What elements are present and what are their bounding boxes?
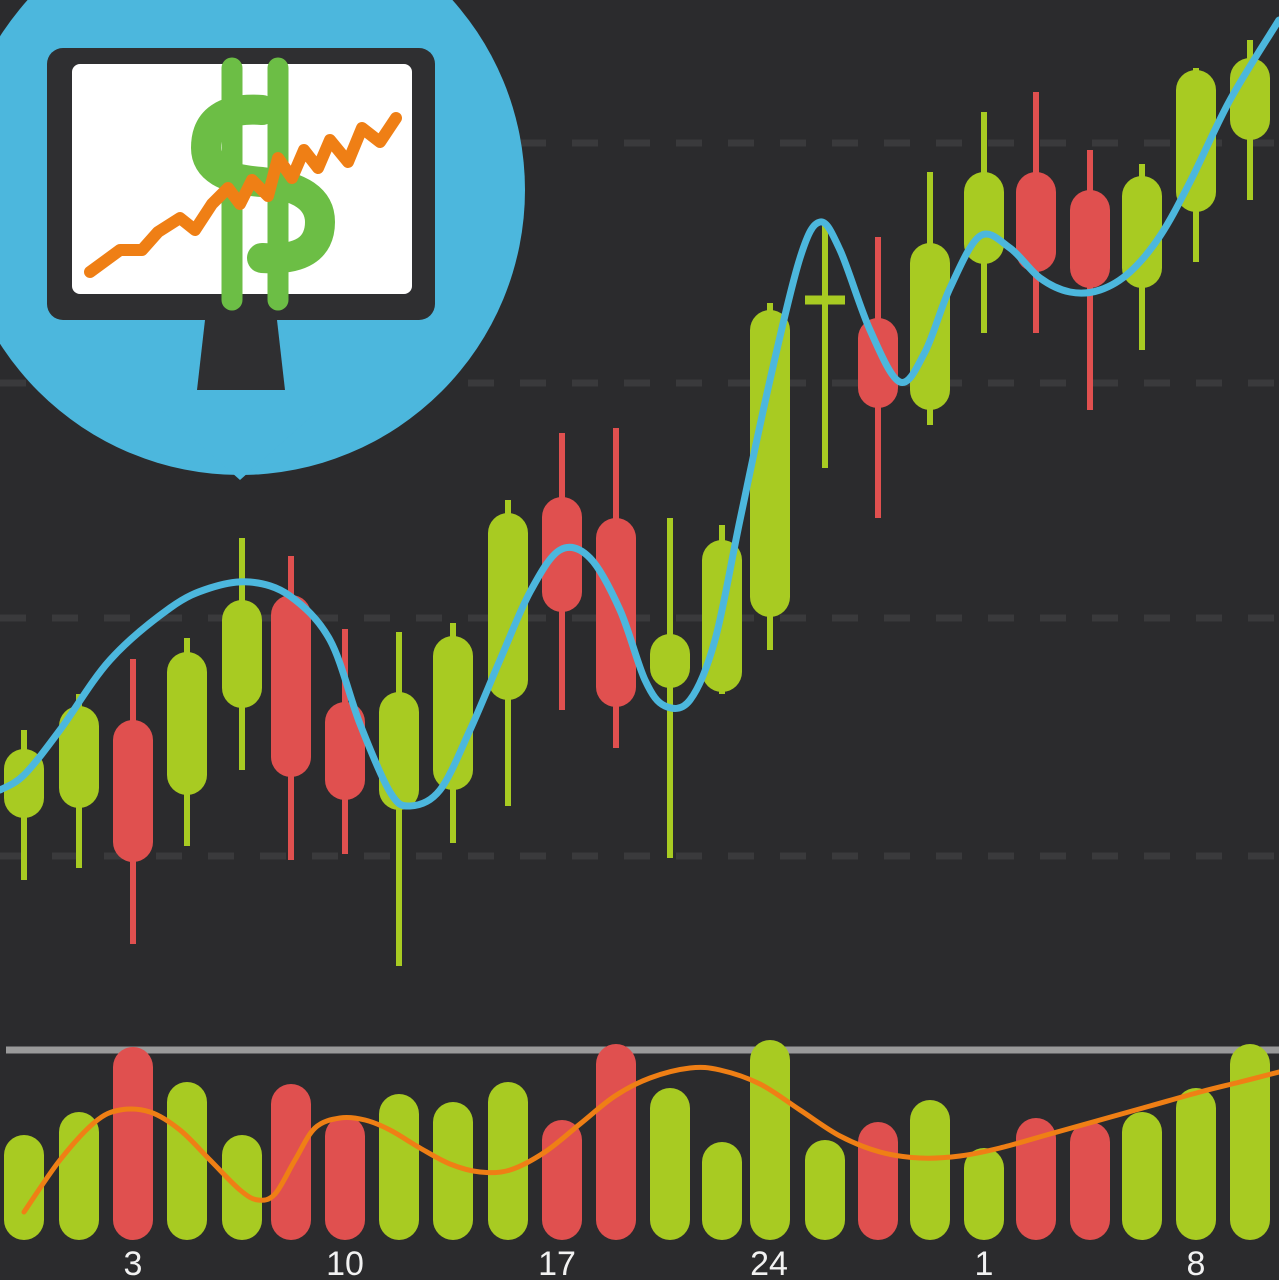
candlestick-6	[325, 629, 365, 854]
candle-body	[596, 518, 636, 707]
monitor-stand	[197, 320, 285, 390]
x-axis-tick-label-3: 3	[124, 1245, 143, 1280]
x-axis-tick-label-17: 17	[538, 1245, 576, 1280]
volume-bar-21	[1122, 1112, 1162, 1240]
volume-bar-3	[167, 1082, 207, 1240]
volume-bar-17	[910, 1100, 950, 1240]
candle-body	[650, 634, 690, 688]
volume-bar-0	[4, 1135, 44, 1240]
x-axis-labels-group: 3 10 17 24 1 8	[124, 1245, 1206, 1280]
volume-moving-average-line	[21, 1064, 1279, 1215]
volume-bar-20	[1070, 1122, 1110, 1240]
candle-body	[167, 652, 207, 795]
candlestick-12	[650, 518, 690, 858]
candle-body	[379, 692, 419, 810]
volume-bar-14	[750, 1040, 790, 1240]
candle-body	[858, 318, 898, 408]
candle-body	[1016, 172, 1056, 272]
volume-bar-9	[488, 1082, 528, 1240]
candlestick-series-group	[4, 40, 1270, 966]
candlestick-4	[222, 538, 262, 770]
candlestick-16	[858, 237, 898, 518]
candlestick-3	[167, 638, 207, 846]
volume-bar-18	[964, 1148, 1004, 1240]
volume-bar-7	[379, 1094, 419, 1240]
volume-bar-23	[1230, 1044, 1270, 1240]
x-axis-tick-label-8: 8	[1187, 1245, 1206, 1280]
candlestick-14	[750, 303, 790, 650]
candle-body	[1070, 190, 1110, 288]
volume-bar-6	[325, 1116, 365, 1240]
volume-bar-8	[433, 1102, 473, 1240]
volume-series-group	[4, 1040, 1270, 1240]
candlestick-5	[271, 556, 311, 860]
volume-bar-12	[650, 1088, 690, 1240]
candlestick-19	[1016, 92, 1056, 333]
orange-trend-line-icon	[84, 112, 402, 278]
logo-badge	[0, 0, 525, 480]
volume-bar-13	[702, 1142, 742, 1240]
volume-bar-2	[113, 1047, 153, 1240]
volume-bar-22	[1176, 1088, 1216, 1240]
x-axis-tick-label-1: 1	[975, 1245, 994, 1280]
candle-body	[542, 497, 582, 612]
blue-circle-tail	[150, 400, 330, 480]
candlestick-10	[542, 433, 582, 710]
x-axis-tick-label-24: 24	[750, 1245, 788, 1280]
volume-bar-4	[222, 1135, 262, 1240]
candle-body	[271, 595, 311, 777]
candle-body	[488, 513, 528, 700]
x-axis-strip	[0, 1240, 1279, 1280]
candle-body	[910, 243, 950, 410]
candle-body	[325, 702, 365, 800]
candlestick-11	[596, 428, 636, 748]
candle-body	[113, 720, 153, 862]
volume-bar-16	[858, 1122, 898, 1240]
candle-body	[222, 600, 262, 708]
candle-body	[59, 706, 99, 808]
candlestick-1	[59, 694, 99, 868]
x-axis-tick-label-10: 10	[326, 1245, 364, 1280]
moving-average-line	[0, 16, 1279, 810]
candle-body	[750, 310, 790, 617]
candle-body	[1176, 70, 1216, 212]
volume-bar-15	[805, 1140, 845, 1240]
volume-bar-19	[1016, 1118, 1056, 1240]
candlestick-20	[1070, 150, 1110, 410]
candle-body	[1122, 176, 1162, 288]
candlestick-9	[488, 500, 528, 806]
candlestick-2	[113, 659, 153, 944]
volume-bar-1	[59, 1112, 99, 1240]
volume-bar-11	[596, 1044, 636, 1240]
candlestick-15	[805, 222, 845, 468]
